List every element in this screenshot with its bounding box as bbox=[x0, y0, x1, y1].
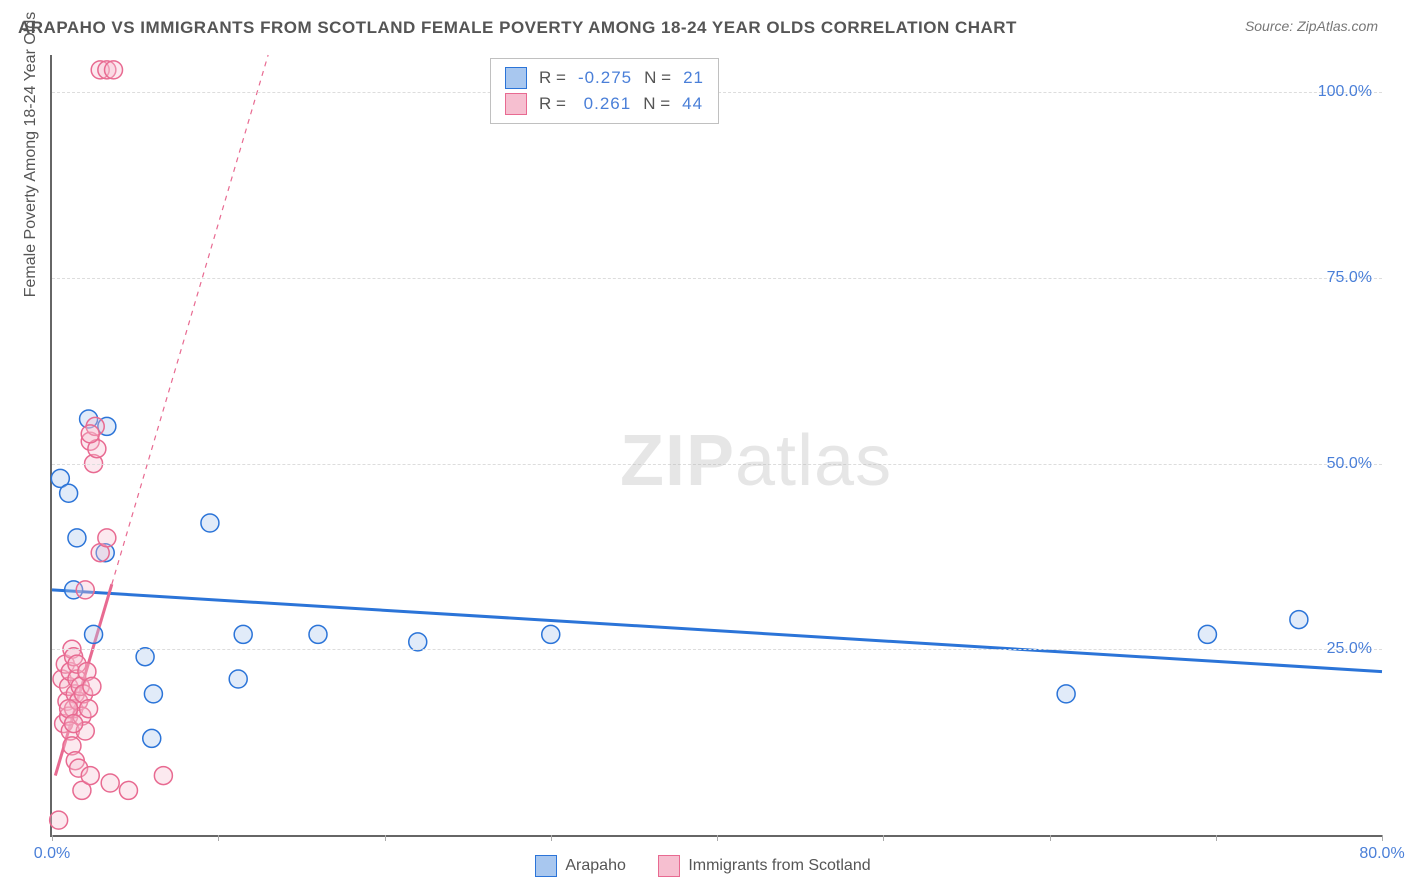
data-point bbox=[201, 514, 219, 532]
x-tick bbox=[52, 835, 53, 841]
data-point bbox=[81, 425, 99, 443]
x-tick bbox=[883, 835, 884, 841]
data-point bbox=[409, 633, 427, 651]
r-label: R = bbox=[539, 91, 566, 117]
r-value-1: 0.261 bbox=[578, 91, 631, 117]
y-tick-label: 50.0% bbox=[1327, 455, 1372, 473]
data-point bbox=[83, 677, 101, 695]
data-point bbox=[50, 811, 68, 829]
data-point bbox=[65, 715, 83, 733]
data-point bbox=[136, 648, 154, 666]
r-label: R = bbox=[539, 65, 566, 91]
legend-item-0: Arapaho bbox=[535, 855, 626, 877]
x-tick bbox=[385, 835, 386, 841]
legend-swatch-0 bbox=[505, 67, 527, 89]
data-point bbox=[76, 581, 94, 599]
y-tick-label: 75.0% bbox=[1327, 269, 1372, 287]
data-point bbox=[80, 700, 98, 718]
data-point bbox=[229, 670, 247, 688]
data-point bbox=[98, 529, 116, 547]
x-tick bbox=[1382, 835, 1383, 841]
data-point bbox=[1198, 625, 1216, 643]
data-point bbox=[85, 625, 103, 643]
data-point bbox=[143, 729, 161, 747]
chart-title: ARAPAHO VS IMMIGRANTS FROM SCOTLAND FEMA… bbox=[18, 18, 1017, 38]
n-value-1: 44 bbox=[682, 91, 703, 117]
n-label: N = bbox=[643, 91, 670, 117]
series-legend: Arapaho Immigrants from Scotland bbox=[0, 855, 1406, 882]
legend-row-1: R = 0.261 N = 44 bbox=[505, 91, 704, 117]
data-point bbox=[81, 767, 99, 785]
data-point bbox=[60, 484, 78, 502]
n-label: N = bbox=[644, 65, 671, 91]
data-point bbox=[68, 529, 86, 547]
trend-line-dashed bbox=[112, 55, 268, 584]
data-point bbox=[144, 685, 162, 703]
gridline-h bbox=[52, 649, 1382, 650]
n-value-0: 21 bbox=[683, 65, 704, 91]
correlation-legend: R = -0.275 N = 21 R = 0.261 N = 44 bbox=[490, 58, 719, 124]
data-point bbox=[542, 625, 560, 643]
legend-swatch-b bbox=[658, 855, 680, 877]
data-point bbox=[234, 625, 252, 643]
data-point bbox=[1290, 611, 1308, 629]
y-tick-label: 25.0% bbox=[1327, 640, 1372, 658]
gridline-h bbox=[52, 278, 1382, 279]
r-value-0: -0.275 bbox=[578, 65, 632, 91]
gridline-h bbox=[52, 464, 1382, 465]
legend-label-0: Arapaho bbox=[565, 857, 626, 875]
source-attribution: Source: ZipAtlas.com bbox=[1245, 18, 1378, 34]
x-tick bbox=[551, 835, 552, 841]
data-point bbox=[154, 767, 172, 785]
x-tick bbox=[1050, 835, 1051, 841]
data-point bbox=[1057, 685, 1075, 703]
data-point bbox=[101, 774, 119, 792]
x-tick bbox=[218, 835, 219, 841]
legend-swatch-a bbox=[535, 855, 557, 877]
chart-svg bbox=[52, 55, 1382, 835]
plot-area: 25.0%50.0%75.0%100.0%0.0%80.0% bbox=[50, 55, 1382, 837]
y-axis-label: Female Poverty Among 18-24 Year Olds bbox=[22, 12, 40, 298]
legend-row-0: R = -0.275 N = 21 bbox=[505, 65, 704, 91]
legend-label-1: Immigrants from Scotland bbox=[688, 857, 870, 875]
data-point bbox=[105, 61, 123, 79]
y-tick-label: 100.0% bbox=[1318, 83, 1372, 101]
x-tick bbox=[717, 835, 718, 841]
data-point bbox=[119, 781, 137, 799]
legend-item-1: Immigrants from Scotland bbox=[658, 855, 870, 877]
data-point bbox=[309, 625, 327, 643]
legend-swatch-1 bbox=[505, 93, 527, 115]
x-tick bbox=[1216, 835, 1217, 841]
